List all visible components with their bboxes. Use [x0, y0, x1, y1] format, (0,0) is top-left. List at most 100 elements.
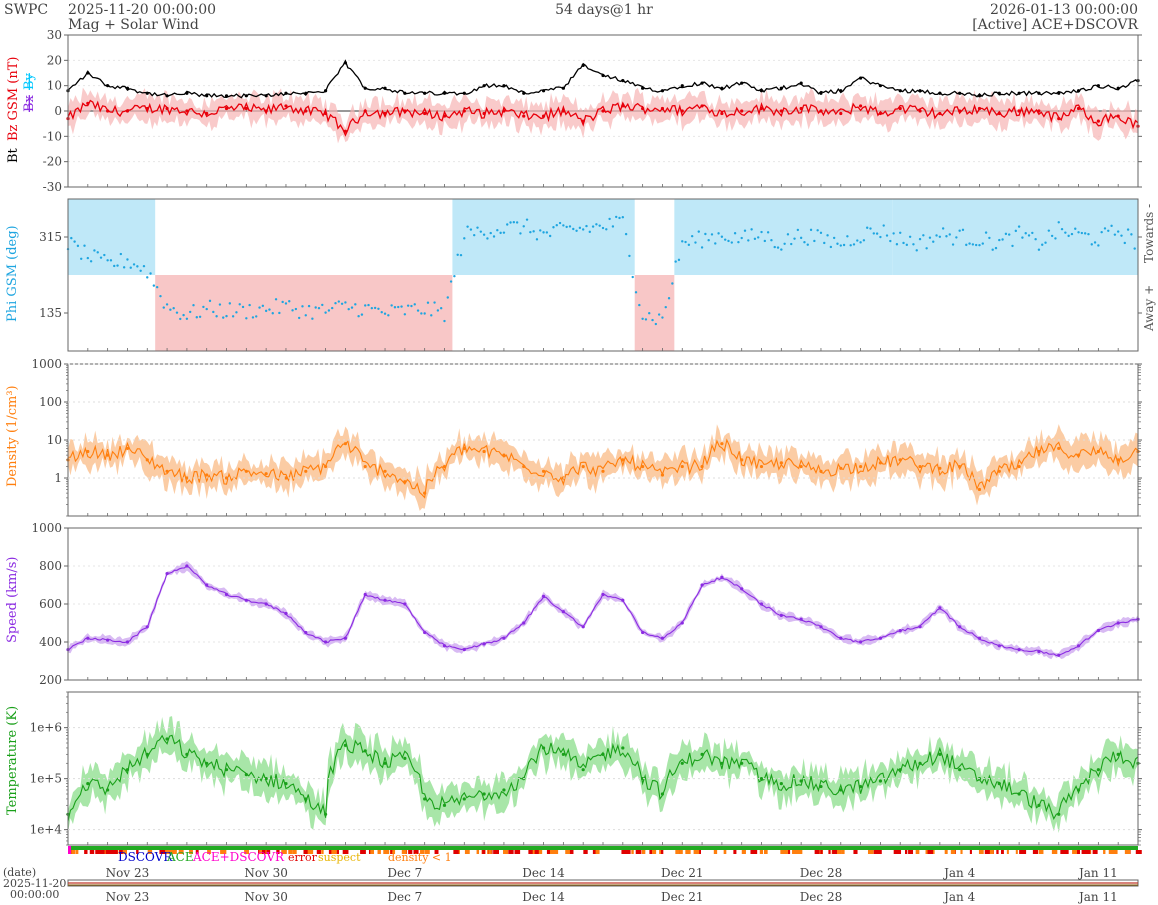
bt-point [522, 91, 526, 95]
brand-label: SWPC [4, 2, 48, 18]
bz-point [977, 106, 982, 111]
speed-point [958, 625, 962, 629]
density-point [522, 464, 526, 469]
speed-point [363, 592, 367, 597]
speed-ytick-label: 400 [39, 635, 62, 649]
bt-point [997, 91, 1001, 95]
phi-point [225, 314, 228, 318]
phi-point [228, 302, 232, 305]
bt-point [106, 84, 110, 88]
speed-point [125, 640, 130, 644]
phi-point [773, 245, 776, 249]
bt-point [660, 89, 665, 93]
density-point [858, 464, 863, 469]
speed-point [997, 644, 1001, 648]
phi-point [288, 300, 291, 303]
status-flag [331, 850, 336, 854]
speed-point [680, 621, 684, 625]
phi-point [809, 228, 813, 232]
status-flag [679, 850, 683, 854]
phi-point [502, 231, 506, 234]
temperature-point [383, 761, 387, 765]
bz-point [700, 104, 704, 108]
bt-point [383, 86, 387, 90]
phi-point [162, 306, 165, 309]
timeline: Nov 23 Nov 23 Nov 30 Nov 30 Dec 7 Dec 7 Dec 14… [67, 866, 1139, 904]
status-flag [1124, 850, 1131, 854]
phi-point [684, 240, 687, 244]
phi-point [852, 243, 856, 246]
phi-point [238, 303, 241, 306]
phi-point [377, 307, 380, 310]
temperature-point [224, 768, 229, 772]
phi-point [842, 243, 846, 247]
bz-point [323, 111, 328, 116]
bz-point [106, 109, 110, 113]
status-flag [660, 850, 664, 854]
phi-point [321, 303, 324, 307]
phi-point [856, 239, 859, 242]
phi-point [93, 249, 96, 252]
status-flag [178, 850, 181, 854]
phi-point [558, 221, 562, 225]
status-flag [189, 850, 193, 854]
phi-point [529, 230, 532, 234]
density-point [284, 476, 288, 480]
status-flag [820, 850, 823, 854]
density-point [343, 442, 348, 446]
date-tick-label-top: Jan 4 [942, 866, 976, 880]
status-flag [550, 850, 556, 854]
bz-point [918, 109, 922, 113]
density-point [898, 458, 902, 462]
bz-point [423, 111, 427, 116]
bz-point [86, 101, 90, 105]
phi-point [453, 274, 456, 278]
status-flag [383, 850, 390, 854]
phi-point [717, 232, 720, 235]
phi-point [591, 225, 595, 228]
phi-point [595, 223, 598, 226]
phi-point [575, 229, 578, 232]
bz-point [740, 109, 744, 113]
phi-point [902, 241, 905, 245]
density-point [779, 461, 783, 465]
phi-point [1120, 234, 1123, 237]
status-flag [765, 850, 768, 854]
phi-point [651, 318, 654, 322]
phi-point [961, 228, 965, 232]
speed-point [502, 636, 506, 640]
phi-point [978, 243, 981, 247]
date-tick-label-top: Dec 21 [661, 866, 704, 880]
phi-point [885, 234, 889, 237]
status-flag [159, 850, 162, 854]
density-point [185, 476, 189, 480]
speed-point [1076, 644, 1081, 648]
status-flag [631, 850, 634, 854]
phi-point [195, 316, 198, 319]
phi-point [360, 313, 364, 316]
phi-point [235, 311, 238, 314]
temperature-point [502, 788, 506, 792]
temperature-ytick-label: 1e+5 [30, 772, 62, 786]
status-flag [360, 850, 366, 854]
phi-point [667, 297, 671, 300]
status-flag [244, 850, 250, 854]
speed-point [323, 640, 328, 644]
phi-point [284, 302, 288, 305]
status-flag [401, 850, 407, 854]
bz-point [403, 109, 407, 113]
density-point [1076, 453, 1081, 457]
status-flag [1108, 850, 1114, 854]
phi-point [509, 221, 512, 224]
phi-point [152, 284, 156, 287]
phi-point [568, 225, 572, 228]
bz-point [898, 106, 902, 111]
bt-point [1037, 91, 1041, 95]
density-ytick-label: 1000 [31, 357, 62, 371]
status-flag [1086, 850, 1091, 854]
phi-point [387, 314, 390, 317]
phi-point [291, 309, 294, 312]
speed-point [878, 636, 883, 640]
bt-point [502, 84, 506, 88]
bz-point [145, 106, 149, 111]
